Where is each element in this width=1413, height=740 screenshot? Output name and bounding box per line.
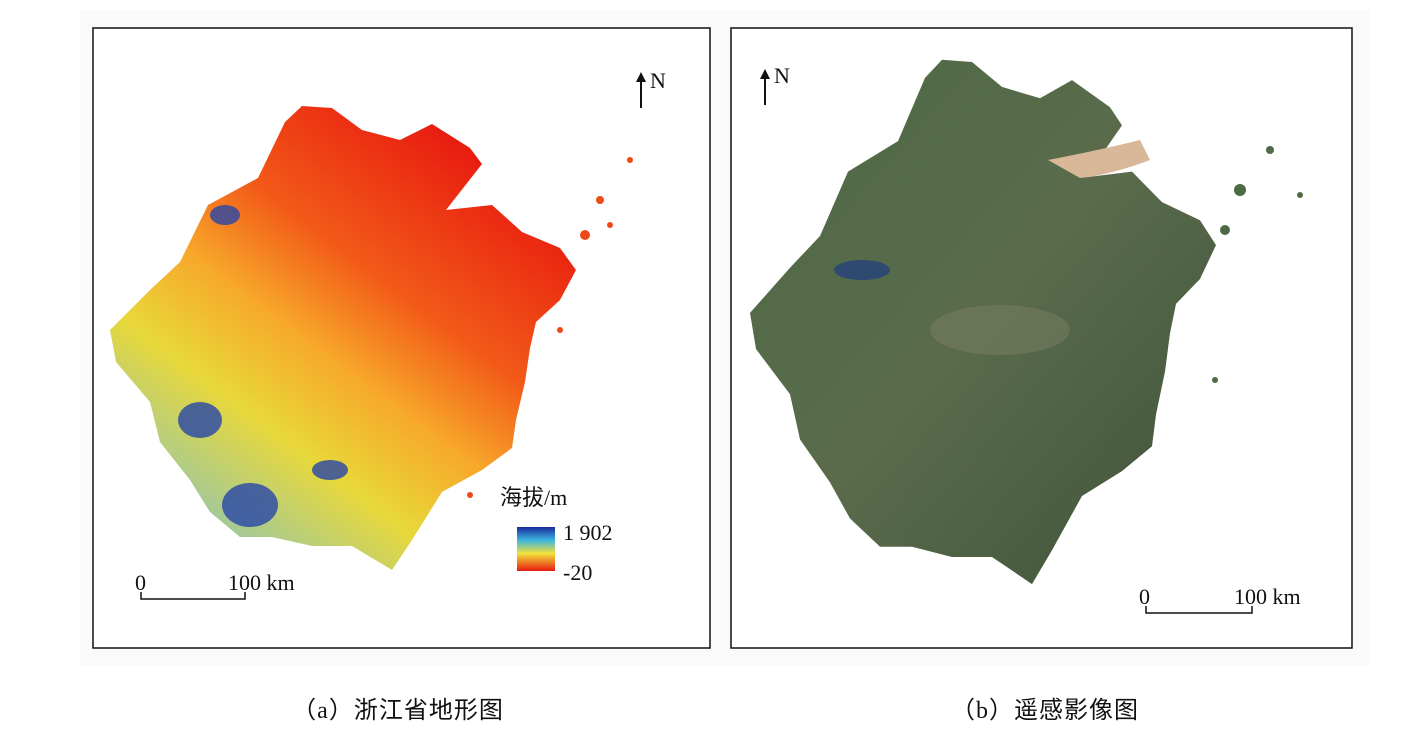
scale-end: 100 km — [1234, 584, 1301, 609]
north-arrow-head — [636, 72, 646, 82]
islands — [467, 157, 633, 498]
north-label: N — [650, 68, 666, 93]
scale-end: 100 km — [228, 570, 295, 595]
legend-min: -20 — [563, 560, 592, 585]
highland-patches — [178, 205, 348, 527]
legend-max: 1 902 — [563, 520, 613, 545]
caption: （b）遥感影像图 — [951, 697, 1139, 724]
north-label: N — [774, 63, 790, 88]
legend-title: 海拔/m — [500, 485, 567, 510]
scale-start: 0 — [1139, 584, 1150, 609]
islands — [1212, 146, 1303, 383]
scale-start: 0 — [135, 570, 146, 595]
satellite-features — [834, 140, 1150, 355]
scale-bar — [140, 592, 246, 600]
north-arrow-head — [760, 69, 770, 79]
caption: （a）浙江省地形图 — [292, 697, 504, 724]
scale-bar — [1145, 606, 1253, 614]
legend-colorbar — [517, 527, 555, 571]
